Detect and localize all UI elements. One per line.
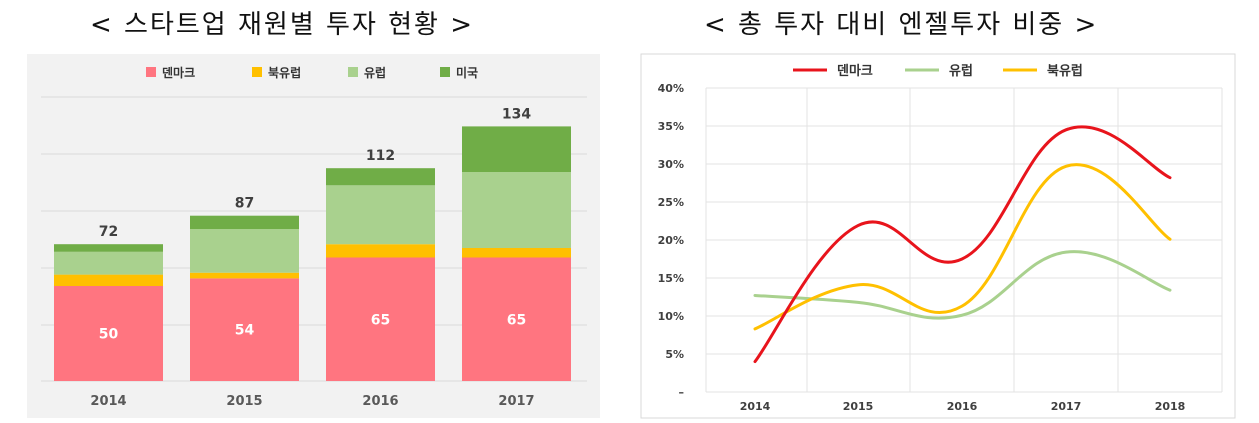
- bar-segment-2: [326, 244, 435, 258]
- left-labels: 50 72 2014 54 87 2015 65 112 2016 65 134 2017: [90, 106, 534, 409]
- bar-segment-4: [326, 168, 435, 186]
- legend-swatch: [348, 67, 358, 77]
- legend-label: 북유럽: [268, 66, 301, 80]
- bar-segment-3: [190, 229, 299, 273]
- bar-segment-1: [190, 278, 299, 381]
- legend-swatch: [252, 67, 262, 77]
- bar-segment-3: [326, 185, 435, 245]
- x-tick-label: 2016: [362, 394, 398, 409]
- left-legend: 덴마크 북유럽 유럽 미국: [146, 65, 478, 80]
- legend-swatch: [440, 67, 450, 77]
- bar-total-label: 134: [502, 106, 531, 122]
- right-chart-title: < 총 투자 대비 엔젤투자 비중 >: [704, 10, 1099, 40]
- bar-value-label: 65: [507, 312, 526, 328]
- legend-label: 덴마크: [162, 65, 195, 80]
- bar-value-label: 54: [235, 323, 255, 339]
- bar-value-label: 50: [99, 327, 119, 343]
- bar-segment-1: [326, 257, 435, 381]
- bar-segment-3: [462, 172, 571, 248]
- legend-swatch: [146, 67, 156, 77]
- bar-segment-4: [462, 126, 571, 172]
- bar-segment-3: [54, 251, 163, 275]
- bar-segment-1: [462, 257, 571, 381]
- bar-total-label: 72: [99, 224, 118, 240]
- bar-segment-4: [54, 244, 163, 252]
- left-chart-title: < 스타트업 재원별 투자 현황 >: [90, 10, 475, 40]
- left-bars: [54, 126, 571, 381]
- bar-total-label: 87: [235, 196, 254, 212]
- bar-segment-1: [54, 286, 163, 381]
- x-tick-label: 2014: [90, 394, 126, 409]
- bar-segment-2: [190, 272, 299, 279]
- bar-value-label: 65: [371, 312, 390, 328]
- bar-segment-2: [54, 274, 163, 286]
- x-tick-label: 2015: [226, 394, 262, 409]
- legend-label: 미국: [456, 65, 478, 80]
- legend-label: 유럽: [364, 66, 386, 80]
- x-tick-label: 2017: [498, 394, 534, 409]
- bar-total-label: 112: [366, 148, 395, 164]
- bar-segment-2: [462, 248, 571, 258]
- bar-segment-4: [190, 215, 299, 229]
